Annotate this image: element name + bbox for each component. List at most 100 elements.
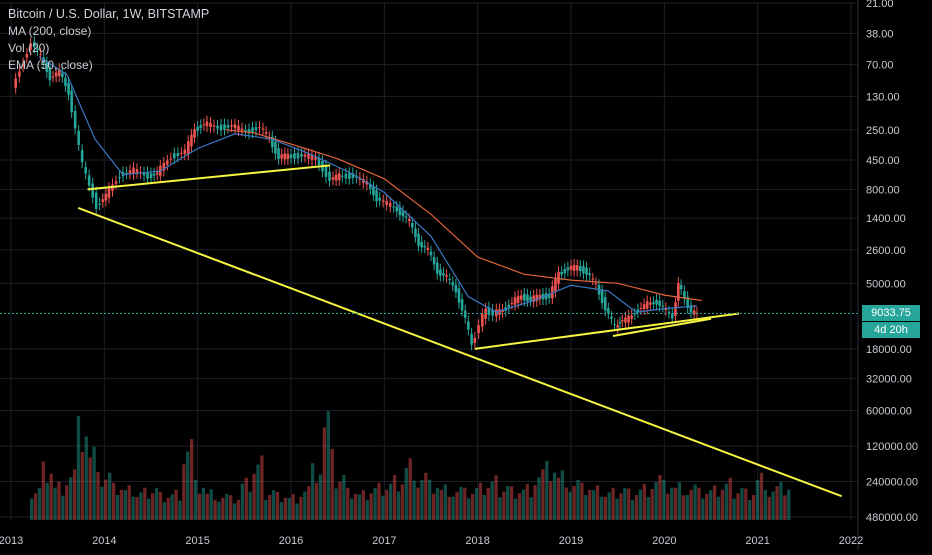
volume-bar xyxy=(88,457,92,520)
candle-body xyxy=(64,77,67,87)
volume-bar xyxy=(611,487,615,520)
volume-bar xyxy=(443,484,447,520)
legend-ma[interactable]: MA (200, close) xyxy=(8,24,92,38)
candle-body xyxy=(432,257,436,265)
countdown-tag: 4d 20h xyxy=(862,322,920,338)
candle-body xyxy=(692,310,696,315)
volume-bar xyxy=(131,496,135,520)
price-axis-tick: 800.00 xyxy=(866,184,900,196)
candle-body xyxy=(491,309,494,316)
volume-bar xyxy=(502,491,506,520)
volume-bar xyxy=(642,484,647,520)
time-axis-tick: 2022 xyxy=(839,535,863,547)
candle-body xyxy=(348,172,351,179)
time-axis-tick: 2014 xyxy=(92,535,116,547)
volume-bar xyxy=(506,485,510,520)
candle-body xyxy=(212,125,216,127)
candle-body xyxy=(341,175,344,177)
candle-body xyxy=(439,269,442,276)
candle-body xyxy=(54,72,58,77)
candle-body xyxy=(303,154,307,157)
volume-bar xyxy=(201,487,206,520)
legend-title[interactable]: Bitcoin / U.S. Dollar, 1W, BITSTAMP xyxy=(8,7,210,21)
candle-body xyxy=(677,282,680,301)
candle-body xyxy=(230,125,233,127)
candle-body xyxy=(125,172,128,174)
candle-body xyxy=(193,129,196,138)
candle-body xyxy=(107,187,111,198)
price-axis-tick: 18000.00 xyxy=(866,344,912,356)
candle-body xyxy=(202,124,206,126)
candle-body xyxy=(277,148,280,159)
candle-body xyxy=(244,130,247,132)
candle-body xyxy=(451,282,455,286)
candle-body xyxy=(588,273,591,276)
volume-bar xyxy=(650,489,654,520)
candle-body xyxy=(264,132,268,134)
volume-bar xyxy=(150,493,155,520)
candle-body xyxy=(661,305,665,307)
volume-bar xyxy=(732,498,736,520)
candle-body xyxy=(600,290,604,304)
time-axis-tick: 2019 xyxy=(559,535,583,547)
candle-body xyxy=(77,130,80,145)
candle-body xyxy=(579,266,582,271)
volume-bar xyxy=(545,460,549,520)
volume-bar xyxy=(416,487,420,520)
candle-body xyxy=(679,285,683,290)
volume-bar xyxy=(744,488,748,520)
candle-body xyxy=(378,197,381,201)
volume-bar xyxy=(381,495,385,520)
volume-bar xyxy=(162,502,166,520)
volume-bar xyxy=(205,493,209,520)
candle-body xyxy=(114,181,118,184)
volume-bar xyxy=(412,480,416,520)
volume-bar xyxy=(552,472,557,520)
volume-bar xyxy=(447,496,451,520)
time-axis-tick: 2013 xyxy=(0,535,23,547)
volume-bar xyxy=(385,489,389,520)
volume-bar xyxy=(670,487,674,520)
volume-bar xyxy=(104,479,108,520)
volume-bar xyxy=(65,485,69,520)
candle-body xyxy=(454,284,458,293)
candle-body xyxy=(73,110,77,129)
candle-body xyxy=(209,122,212,128)
candle-body xyxy=(674,302,677,317)
time-axis-tick: 2021 xyxy=(745,535,769,547)
volume-bar xyxy=(361,490,366,520)
volume-bar xyxy=(740,488,744,520)
volume-bar xyxy=(470,493,475,520)
volume-bar xyxy=(197,493,202,520)
volume-bar xyxy=(76,415,81,520)
volume-bar xyxy=(307,486,311,520)
candle-body xyxy=(128,170,132,174)
volume-bar xyxy=(646,497,650,520)
candle-body xyxy=(495,309,498,317)
candle-body xyxy=(142,172,146,176)
volume-bar xyxy=(439,489,444,520)
candle-body xyxy=(395,206,399,212)
volume-bar xyxy=(111,482,116,520)
volume-bar xyxy=(303,491,307,520)
volume-bar xyxy=(701,498,705,520)
volume-bar xyxy=(53,487,57,520)
volume-bar xyxy=(182,464,186,520)
candle-body xyxy=(404,216,408,218)
volume-bar xyxy=(80,451,85,520)
time-axis-tick: 2018 xyxy=(465,535,489,547)
candle-body xyxy=(575,265,579,271)
candle-body xyxy=(152,173,156,176)
candle-body xyxy=(39,53,42,55)
candle-body xyxy=(572,264,576,271)
volume-bar xyxy=(716,496,721,520)
candle-body xyxy=(162,162,166,171)
legend-ema[interactable]: EMA (50, close) xyxy=(8,58,93,72)
volume-bar xyxy=(498,497,502,520)
volume-bar xyxy=(510,486,514,520)
candle-body xyxy=(149,173,153,179)
candle-body xyxy=(84,167,87,174)
legend-vol[interactable]: Vol (20) xyxy=(8,41,50,55)
